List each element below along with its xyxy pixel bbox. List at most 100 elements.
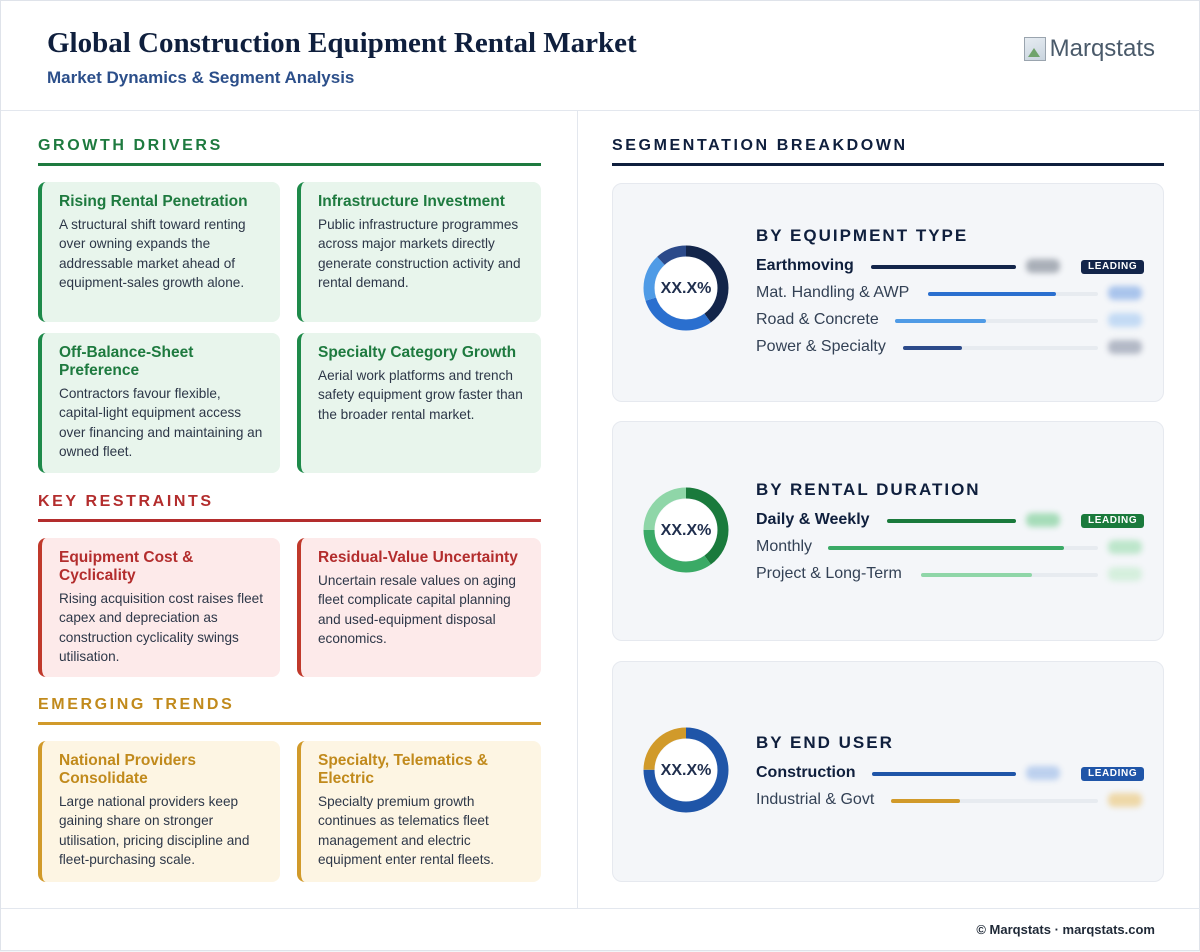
emerging-trends-heading: EMERGING TRENDS [38,696,235,713]
segment-bar-track [891,799,1098,803]
blurred-value [1108,286,1142,300]
donut-slice-industrial-govt [643,727,729,813]
logo-text: Marqstats [1049,35,1155,62]
donut-slice-project-long-term [643,487,729,573]
segment-bar-track [921,573,1098,577]
header: Global Construction Equipment Rental Mar… [1,1,1200,111]
broken-image-icon [1023,37,1046,61]
driver-card: Specialty Category Growth Aerial work pl… [297,333,541,473]
donut-center [655,257,717,319]
blurred-value [1026,259,1060,273]
segment-bar-fill [871,265,1016,269]
donut-center [655,499,717,561]
blurred-value [1108,567,1142,581]
segment-panel-end-user: XX.X% BY END USER Construction LEADING I… [612,661,1164,882]
segment-panel-equipment-type: XX.X% BY EQUIPMENT TYPE Earthmoving LEAD… [612,183,1164,402]
segment-row: Road & Concrete [756,311,1146,331]
segment-bar-fill [895,319,987,323]
driver-card: Rising Rental Penetration A structural s… [38,182,280,322]
segment-bar-track [928,292,1098,296]
growth-drivers-rule [38,163,541,166]
rental-duration-donut [643,487,729,573]
segment-bar-fill [872,772,1016,776]
donut-center-label: XX.X% [660,280,712,297]
card-body: Specialty premium growth continues as te… [318,794,495,868]
blurred-value [1108,313,1142,327]
leading-badge: LEADING [1081,260,1145,274]
segment-row: Monthly [756,538,1146,558]
driver-card: Infrastructure Investment Public infrast… [297,182,541,322]
blurred-value [1108,793,1142,807]
segment-bar-fill [921,573,1032,577]
segment-bar-fill [903,346,962,350]
blurred-value [1108,340,1142,354]
card-title: Specialty, Telematics & Electric [318,752,489,787]
end-user-donut [643,727,729,813]
page-subtitle: Market Dynamics & Segment Analysis [47,68,355,87]
trend-card: National Providers Consolidate Large nat… [38,741,280,882]
donut-center-label: XX.X% [660,522,712,539]
card-title: Specialty Category Growth [318,344,517,361]
segmentation-heading: SEGMENTATION BREAKDOWN [612,137,908,154]
card-title: Equipment Cost & Cyclicality [59,549,194,584]
card-title: Off-Balance-Sheet Preference [59,344,194,379]
card-body: Public infrastructure programmes across … [318,217,521,291]
segment-bar-fill [928,292,1056,296]
column-divider [577,111,578,908]
segment-bar-fill [887,519,1016,523]
segment-label: Project & Long-Term [756,565,902,582]
leading-badge: LEADING [1081,514,1145,528]
trend-card: Specialty, Telematics & Electric Special… [297,741,541,882]
equipment-type-donut [643,245,729,331]
segment-label: Construction [756,764,856,781]
segment-panel-rental-duration: XX.X% BY RENTAL DURATION Daily & Weekly … [612,421,1164,641]
segment-row: Mat. Handling & AWP [756,284,1146,304]
segment-row: Power & Specialty [756,338,1146,358]
key-restraints-rule [38,519,541,522]
segment-bar-track [871,265,1016,269]
restraint-card: Equipment Cost & Cyclicality Rising acqu… [38,538,280,677]
blurred-value [1026,513,1060,527]
card-body: Aerial work platforms and trench safety … [318,368,523,422]
donut-slice-monthly [643,487,729,573]
segment-row: Project & Long-Term [756,565,1146,585]
segment-bar-fill [828,546,1065,550]
donut-center-label: XX.X% [660,762,712,779]
segment-bar-track [895,319,1098,323]
key-restraints-heading: KEY RESTRAINTS [38,493,214,510]
driver-card: Off-Balance-Sheet Preference Contractors… [38,333,280,473]
panel-title: BY END USER [756,733,894,752]
segment-label: Power & Specialty [756,338,886,355]
segment-label: Daily & Weekly [756,511,870,528]
donut-center [655,739,717,801]
brand-logo[interactable]: Marqstats [1023,35,1155,63]
segment-row: Construction LEADING [756,764,1146,784]
segment-bar-track [903,346,1098,350]
restraint-card: Residual-Value Uncertainty Uncertain res… [297,538,541,677]
card-title: National Providers Consolidate [59,752,196,787]
footer: © Marqstats · marqstats.com [1,908,1200,952]
footer-credit: © Marqstats · marqstats.com [976,922,1155,937]
segment-label: Earthmoving [756,257,854,274]
card-body: A structural shift toward renting over o… [59,217,246,291]
panel-title: BY RENTAL DURATION [756,480,981,499]
panel-title: BY EQUIPMENT TYPE [756,226,969,245]
card-title: Residual-Value Uncertainty [318,549,518,566]
segment-row: Earthmoving LEADING [756,257,1146,277]
segment-bar-track [828,546,1098,550]
card-body: Uncertain resale values on aging fleet c… [318,573,516,647]
card-title: Rising Rental Penetration [59,193,248,210]
segment-bar-track [887,519,1016,523]
card-body: Rising acquisition cost raises fleet cap… [59,591,263,665]
leading-badge: LEADING [1081,767,1145,781]
donut-slice-road-concrete [643,245,729,331]
card-body: Large national providers keep gaining sh… [59,794,250,868]
segment-row: Industrial & Govt [756,791,1146,811]
blurred-value [1026,766,1060,780]
segmentation-rule [612,163,1164,166]
growth-drivers-heading: GROWTH DRIVERS [38,137,223,154]
page-title: Global Construction Equipment Rental Mar… [47,27,637,59]
segment-label: Monthly [756,538,813,555]
card-title: Infrastructure Investment [318,193,505,210]
